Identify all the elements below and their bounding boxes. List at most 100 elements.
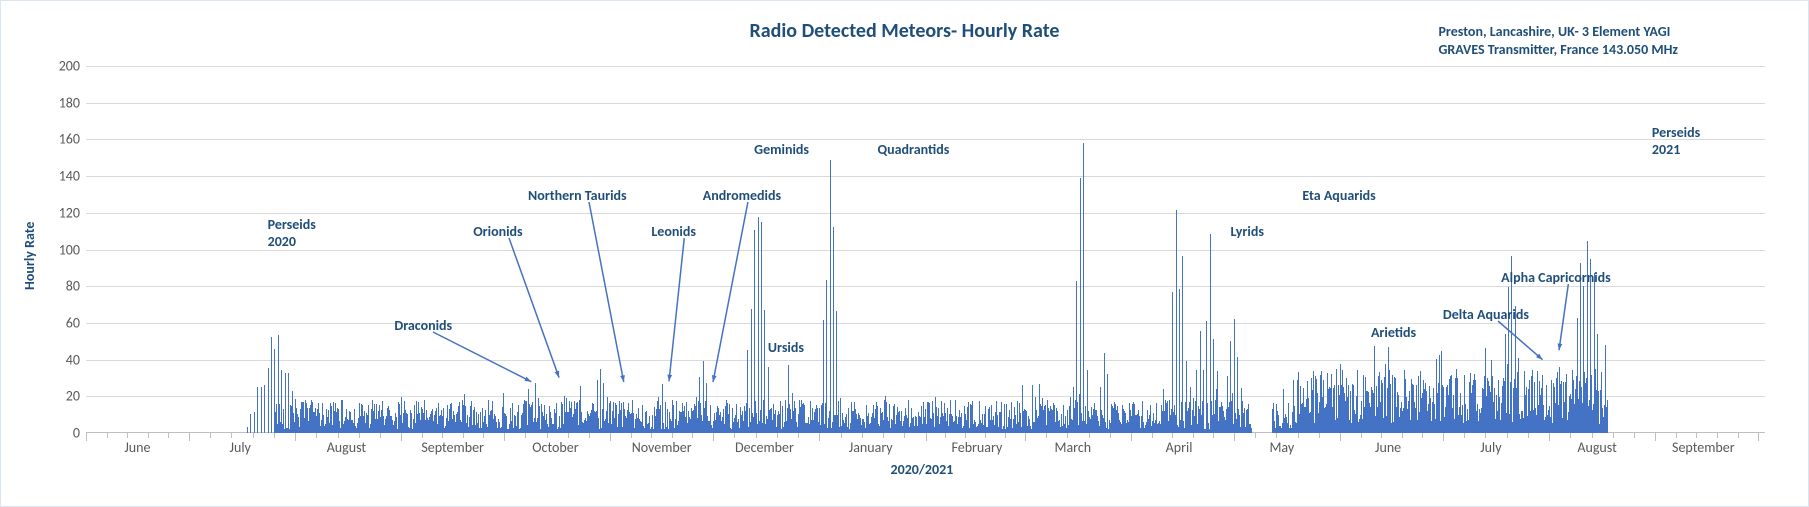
x-tick-mark (401, 433, 402, 441)
x-minor-tick (1717, 433, 1718, 438)
x-minor-tick (148, 433, 149, 438)
x-minor-tick (883, 433, 884, 438)
x-tick-label: July (1480, 433, 1501, 456)
x-minor-tick (756, 433, 757, 438)
x-minor-tick (1507, 433, 1508, 438)
x-tick-label: May (1269, 433, 1294, 456)
x-minor-tick (1193, 433, 1194, 438)
x-minor-tick (1276, 433, 1277, 438)
annotation-arrow (703, 192, 758, 392)
series-bar (761, 222, 762, 433)
series-bar (285, 373, 286, 433)
x-minor-tick (1634, 433, 1635, 438)
x-minor-tick (316, 433, 317, 438)
x-tick-label: August (327, 433, 366, 456)
series-bar (1251, 428, 1252, 433)
x-tick-label: December (735, 433, 794, 456)
x-tick-mark (1340, 433, 1341, 441)
x-tick-label: April (1166, 433, 1193, 456)
y-tick-label: 80 (66, 278, 86, 295)
x-minor-tick (1528, 433, 1529, 438)
annotation-label: Eta Aquarids (1302, 187, 1375, 204)
annotation-arrow (579, 192, 634, 392)
x-minor-tick (338, 433, 339, 438)
series-bar (780, 401, 781, 433)
x-tick-mark (189, 433, 190, 441)
x-tick-label: November (632, 433, 692, 456)
x-minor-tick (547, 433, 548, 438)
series-bar (823, 320, 824, 433)
plot-area: 020406080100120140160180200JuneJulyAugus… (86, 66, 1765, 433)
series-bar (1182, 256, 1183, 433)
x-minor-tick (1613, 433, 1614, 438)
series-bar (268, 368, 269, 433)
x-minor-tick (1172, 433, 1173, 438)
x-tick-mark (713, 433, 714, 441)
x-minor-tick (231, 433, 232, 438)
x-tick-mark (504, 433, 505, 441)
annotation-arrow (1549, 274, 1578, 360)
x-tick-mark (926, 433, 927, 441)
series-bar (261, 387, 262, 433)
y-axis-label: Hourly Rate (21, 221, 38, 289)
gridline (86, 250, 1765, 251)
x-minor-tick (651, 433, 652, 438)
x-minor-tick (1381, 433, 1382, 438)
x-minor-tick (483, 433, 484, 438)
x-tick-label: August (1577, 433, 1616, 456)
x-minor-tick (422, 433, 423, 438)
x-minor-tick (965, 433, 966, 438)
annotation-label: Ursids (768, 339, 804, 356)
chart-subtitle: Preston, Lancashire, UK- 3 Element YAGI … (1438, 23, 1678, 58)
x-tick-label: September (421, 433, 484, 456)
y-tick-label: 160 (59, 131, 86, 148)
x-minor-tick (127, 433, 128, 438)
x-minor-tick (589, 433, 590, 438)
chart-container: Radio Detected Meteors- Hourly Rate Pres… (0, 0, 1809, 507)
y-tick-label: 40 (66, 351, 86, 368)
series-bar (833, 227, 834, 433)
series-bar (764, 310, 765, 433)
x-tick-label: June (1375, 433, 1401, 456)
x-tick-label: March (1055, 433, 1092, 456)
y-tick-label: 180 (59, 94, 86, 111)
y-tick-label: 140 (59, 168, 86, 185)
series-bar (257, 387, 258, 434)
x-minor-tick (1298, 433, 1299, 438)
x-minor-tick (1738, 433, 1739, 438)
x-tick-mark (1758, 433, 1759, 441)
x-minor-tick (1402, 433, 1403, 438)
gridline (86, 103, 1765, 104)
series-bar (288, 373, 289, 434)
x-minor-tick (1089, 433, 1090, 438)
y-tick-label: 200 (59, 58, 86, 75)
series-bar (264, 385, 265, 433)
x-tick-label: September (1672, 433, 1735, 456)
gridline (86, 286, 1765, 287)
x-minor-tick (904, 433, 905, 438)
series-bar (1203, 370, 1204, 433)
x-minor-tick (1676, 433, 1677, 438)
x-tick-label: June (124, 433, 150, 456)
x-minor-tick (274, 433, 275, 438)
x-minor-tick (568, 433, 569, 438)
x-tick-label: October (532, 433, 578, 456)
series-bar (1176, 210, 1177, 433)
x-axis-label: 2020/2021 (891, 461, 954, 478)
series-bar (1179, 289, 1180, 433)
x-minor-tick (359, 433, 360, 438)
x-minor-tick (442, 433, 443, 438)
x-minor-tick (777, 433, 778, 438)
x-minor-tick (945, 433, 946, 438)
x-tick-mark (1131, 433, 1132, 441)
annotation-arrow (659, 228, 694, 391)
x-minor-tick (210, 433, 211, 438)
x-minor-tick (463, 433, 464, 438)
x-minor-tick (631, 433, 632, 438)
series-bar (250, 414, 251, 433)
gridline (86, 66, 1765, 67)
series-bar (247, 427, 248, 433)
x-minor-tick (1464, 433, 1465, 438)
y-tick-label: 120 (59, 204, 86, 221)
series-bar (1083, 143, 1084, 433)
